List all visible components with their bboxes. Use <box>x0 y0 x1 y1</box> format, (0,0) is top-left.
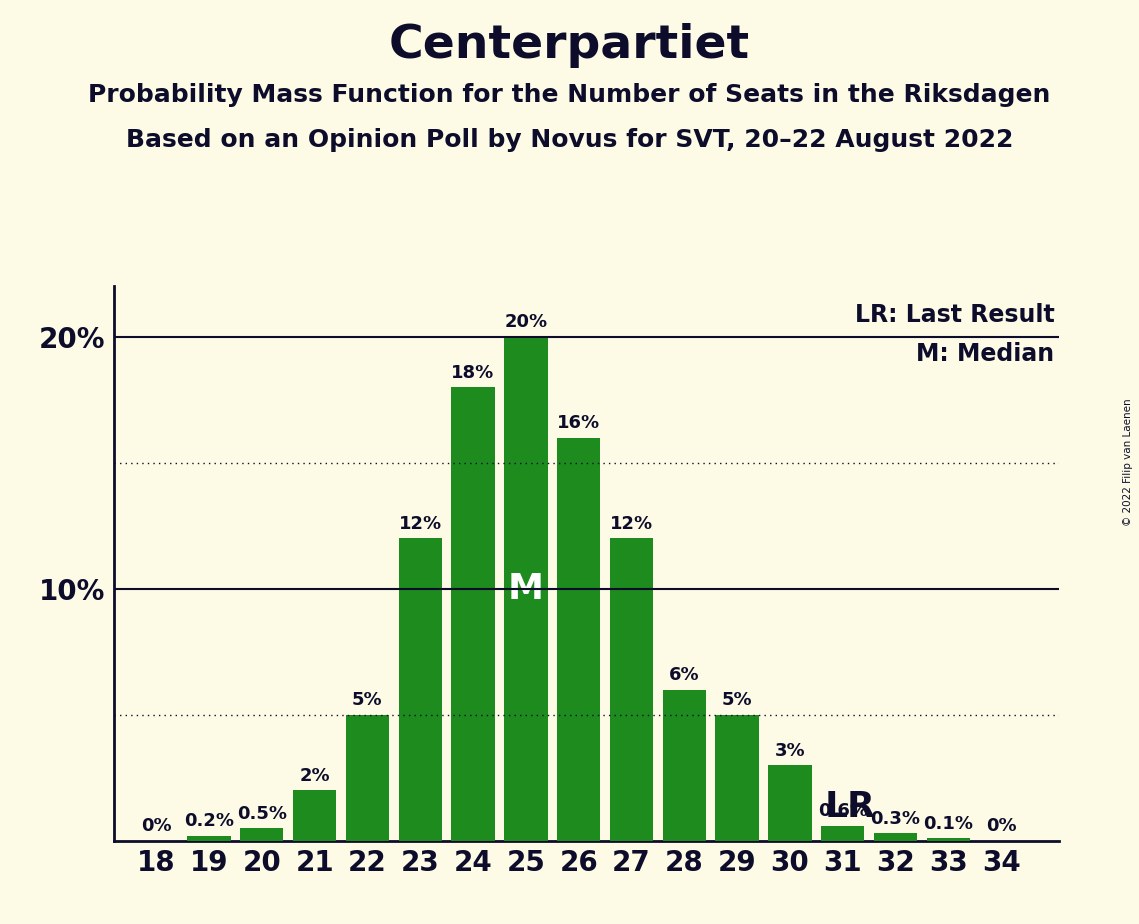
Text: 0.6%: 0.6% <box>818 802 868 821</box>
Text: Centerpartiet: Centerpartiet <box>388 23 751 68</box>
Bar <box>874 833 917 841</box>
Text: 2%: 2% <box>300 767 330 784</box>
Bar <box>769 765 812 841</box>
Text: 16%: 16% <box>557 414 600 432</box>
Bar <box>187 836 230 841</box>
Bar <box>927 838 970 841</box>
Text: LR: LR <box>825 790 875 824</box>
Bar <box>451 387 494 841</box>
Text: 0.2%: 0.2% <box>185 812 233 831</box>
Text: Probability Mass Function for the Number of Seats in the Riksdagen: Probability Mass Function for the Number… <box>89 83 1050 107</box>
Text: © 2022 Filip van Laenen: © 2022 Filip van Laenen <box>1123 398 1133 526</box>
Text: 5%: 5% <box>722 691 753 710</box>
Text: 12%: 12% <box>399 515 442 533</box>
Text: 0%: 0% <box>141 818 172 835</box>
Bar <box>557 438 600 841</box>
Bar <box>240 828 284 841</box>
Text: 18%: 18% <box>451 364 494 382</box>
Text: 0.1%: 0.1% <box>924 815 974 833</box>
Text: M: M <box>508 572 543 606</box>
Bar <box>505 337 548 841</box>
Text: 20%: 20% <box>505 313 548 332</box>
Text: 5%: 5% <box>352 691 383 710</box>
Bar <box>293 790 336 841</box>
Text: 0.3%: 0.3% <box>870 809 920 828</box>
Text: Based on an Opinion Poll by Novus for SVT, 20–22 August 2022: Based on an Opinion Poll by Novus for SV… <box>125 128 1014 152</box>
Bar <box>609 539 653 841</box>
Text: 3%: 3% <box>775 742 805 760</box>
Bar <box>821 826 865 841</box>
Text: 12%: 12% <box>609 515 653 533</box>
Text: 0.5%: 0.5% <box>237 805 287 822</box>
Bar <box>715 715 759 841</box>
Text: 6%: 6% <box>669 666 699 684</box>
Bar <box>399 539 442 841</box>
Text: LR: Last Result: LR: Last Result <box>854 303 1055 327</box>
Text: 0%: 0% <box>986 818 1016 835</box>
Bar <box>346 715 390 841</box>
Bar <box>663 689 706 841</box>
Text: M: Median: M: Median <box>917 342 1055 366</box>
